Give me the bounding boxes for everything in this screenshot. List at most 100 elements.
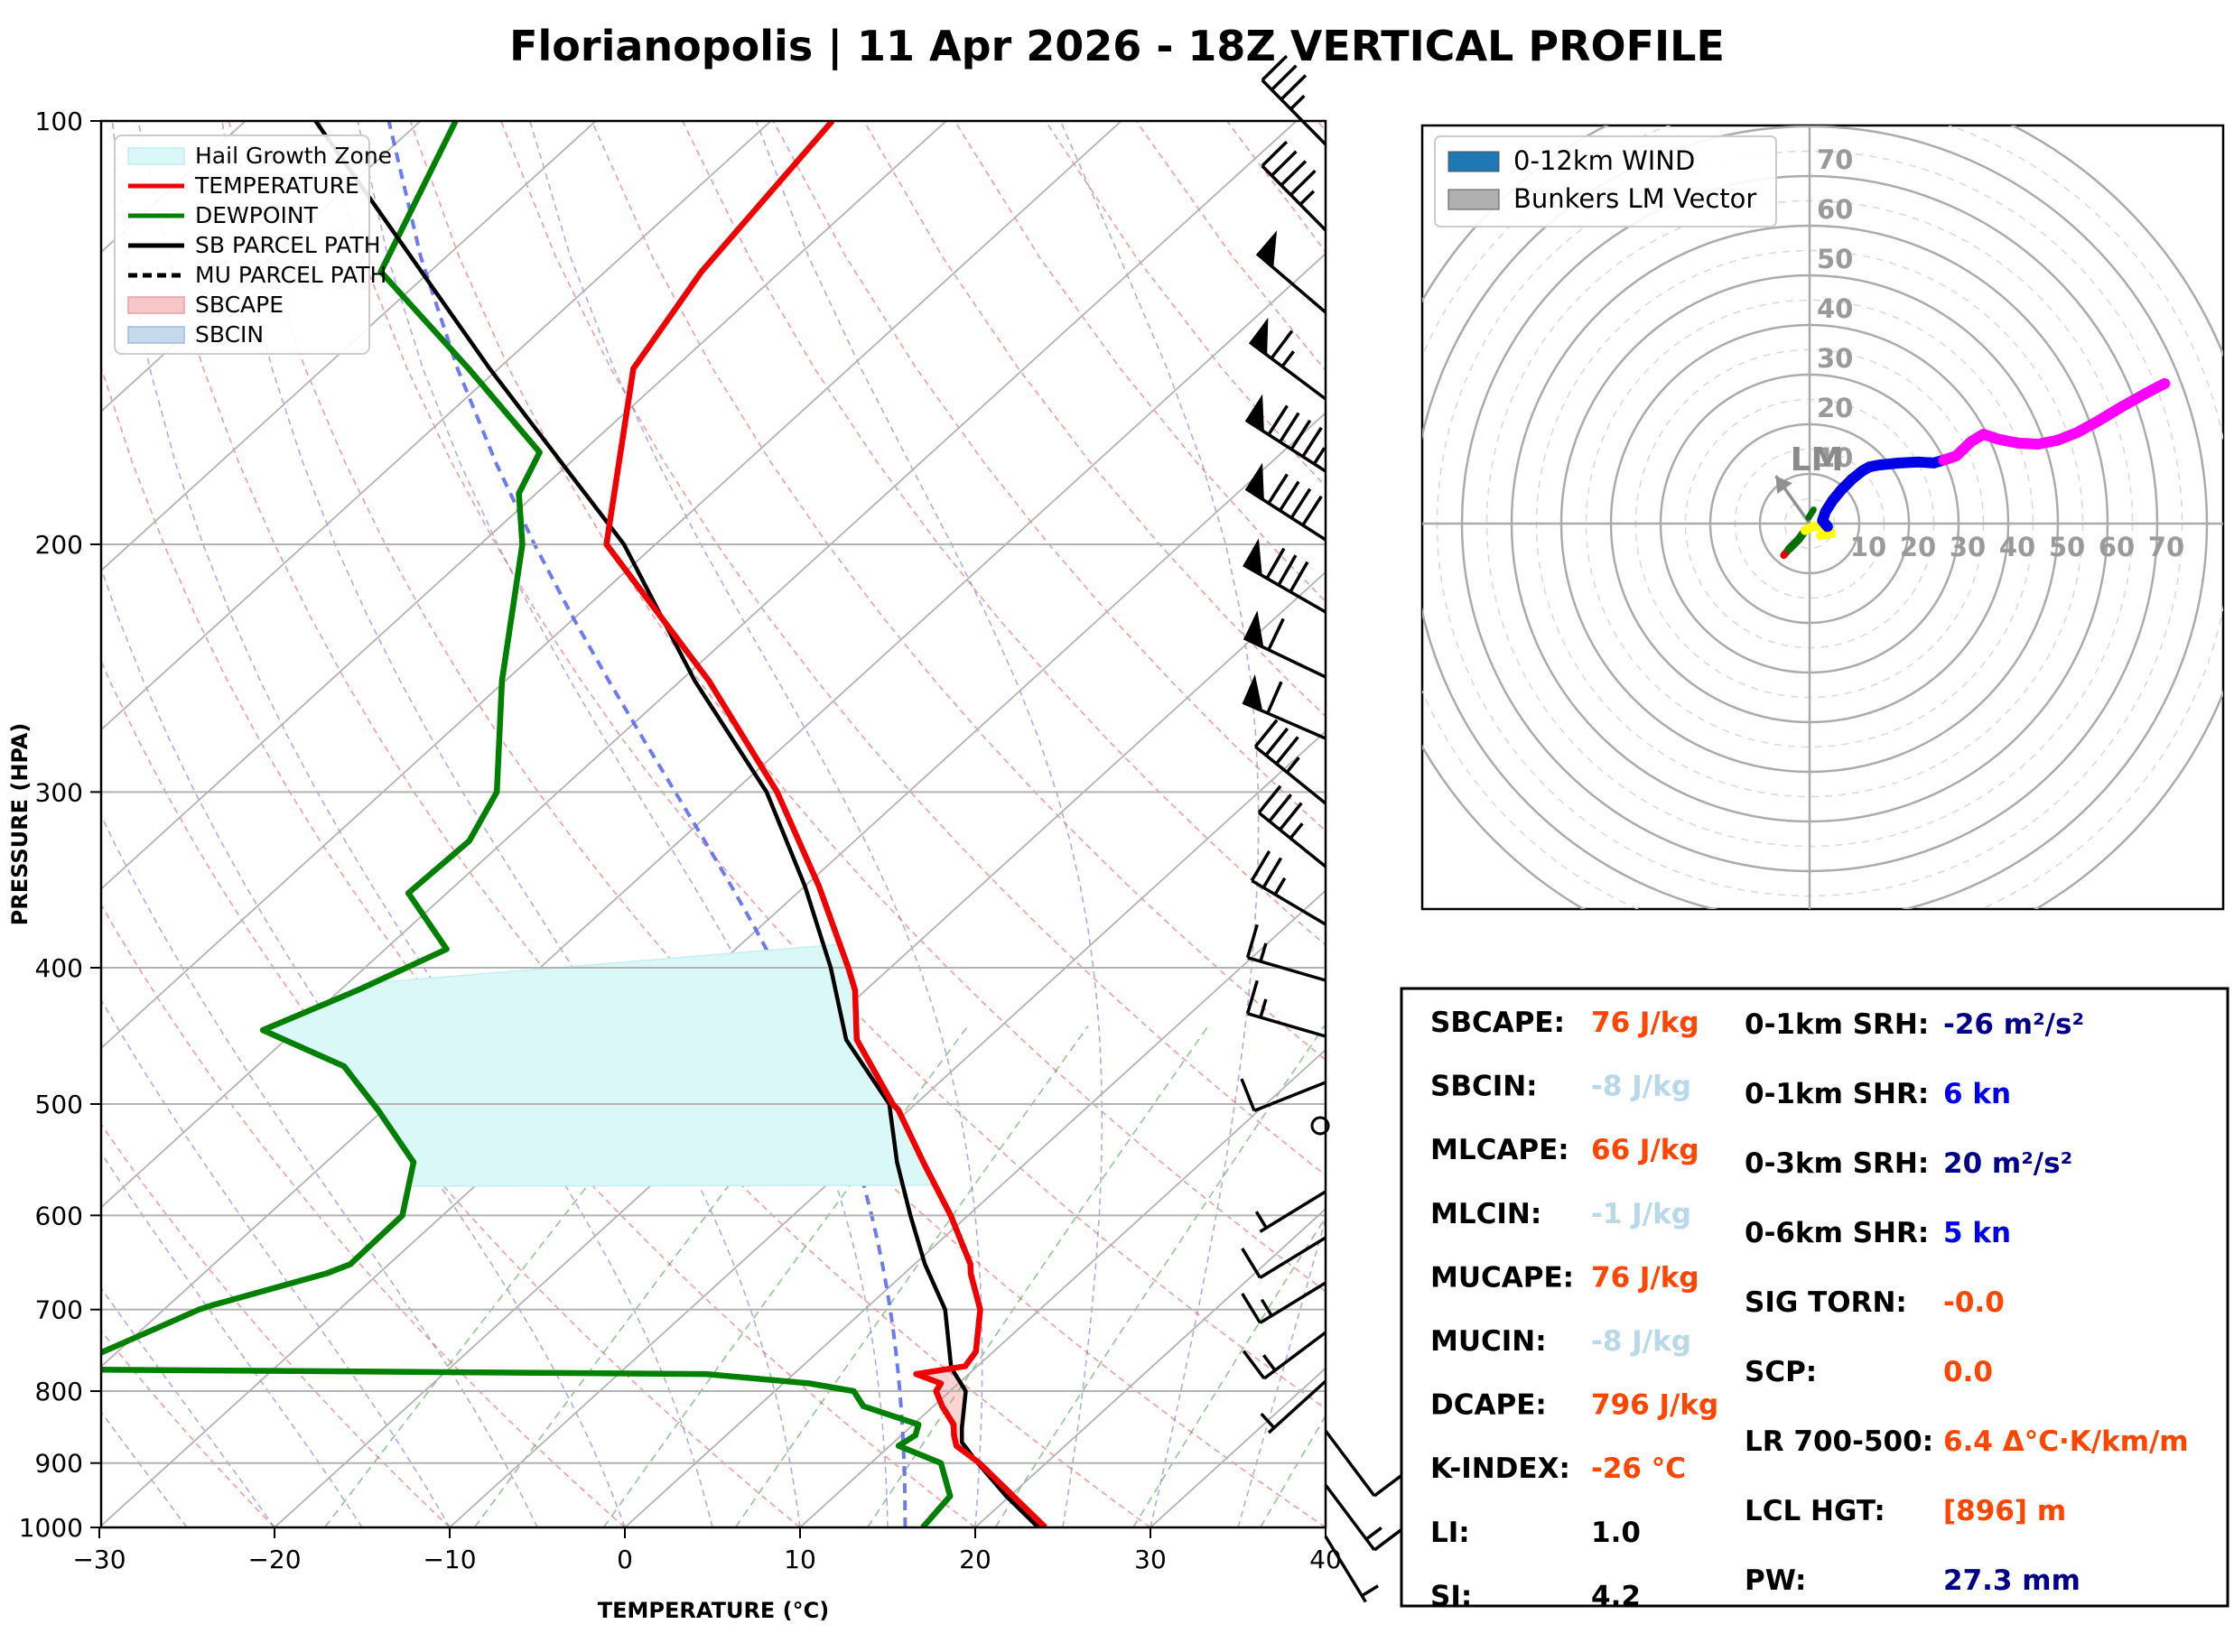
stat-label: 0-1km SRH: [1745, 1008, 1929, 1041]
stat-value: 1.0 [1591, 1517, 1641, 1549]
isotherm-line [101, 252, 1326, 1369]
dry-adiabat-line [101, 1329, 275, 1527]
stat-value: 6.4 Δ°C·K/km/m [1943, 1425, 2189, 1458]
y-axis-title: PRESSURE (HPA) [7, 723, 33, 926]
hodo-ring-label-right: 20 [1900, 532, 1936, 562]
stat-label: 0-6km SHR: [1745, 1217, 1929, 1249]
x-tick-label: 40 [1309, 1545, 1342, 1574]
x-axis-title: TEMPERATURE (°C) [598, 1598, 829, 1623]
mixing-ratio-line [734, 1026, 1089, 1527]
wind-barb-icon [1248, 317, 1327, 401]
hodo-ring-label-right: 30 [1950, 532, 1986, 562]
stat-label: 0-1km SHR: [1745, 1078, 1929, 1110]
dewpoint-curve [101, 121, 954, 1527]
stat-value: -8 J/kg [1591, 1325, 1691, 1358]
isotherm-line [101, 121, 422, 413]
wind-barb-icon [1324, 1483, 1403, 1552]
stat-label: 0-3km SRH: [1745, 1147, 1929, 1180]
stat-label: SIG TORN: [1745, 1286, 1907, 1319]
wind-barb-icon [1253, 719, 1327, 805]
stat-label: LR 700-500: [1745, 1425, 1933, 1458]
y-tick-label: 900 [35, 1449, 83, 1479]
hodo-ring-label-up: 30 [1817, 343, 1853, 374]
isotherm-line [101, 121, 947, 890]
wind-barb-icon [1245, 923, 1326, 982]
stat-label: LI: [1430, 1517, 1470, 1549]
stat-label: MUCIN: [1430, 1325, 1547, 1358]
legend-swatch [127, 296, 185, 314]
moist-adiabat-line [1237, 1216, 1326, 1527]
stat-label: SI: [1430, 1580, 1472, 1612]
legend-label: TEMPERATURE [194, 172, 359, 199]
wind-barb-column [1240, 54, 1403, 1603]
isotherm-line [624, 889, 1326, 1527]
hodo-trace-9-12km [1938, 377, 2171, 466]
dry-adiabat-line [101, 1123, 451, 1527]
stat-value: 76 J/kg [1591, 1007, 1699, 1039]
moist-adiabat-line [101, 1151, 363, 1527]
legend-swatch [127, 326, 185, 344]
stat-value: -26 °C [1591, 1452, 1686, 1485]
stat-value: -8 J/kg [1591, 1071, 1691, 1103]
hodo-ring-label-right: 40 [1999, 532, 2035, 562]
wind-barb-icon [1244, 462, 1326, 542]
stat-value: 796 J/kg [1591, 1389, 1718, 1422]
lm-label: LM [1791, 441, 1844, 478]
skewt-profile-curves [101, 121, 1047, 1527]
stat-value: 76 J/kg [1591, 1261, 1699, 1294]
isotherm-line [101, 121, 597, 572]
stat-label: DCAPE: [1430, 1389, 1547, 1422]
stats-panel: SBCAPE: 76 J/kg SBCIN: -8 J/kg MLCAPE: 66 J/k… [1400, 987, 2229, 1612]
mixing-ratio-line [1260, 1414, 1326, 1527]
wind-barb-icon [1242, 1331, 1327, 1380]
mixing-ratio-line [994, 1026, 1326, 1527]
isotherm-line [101, 121, 1122, 1050]
wind-barb-icon [1240, 1078, 1326, 1113]
wind-barb-icon [1324, 1429, 1403, 1498]
dry-adiabat-line [101, 903, 626, 1527]
hodo-ring-label-right: 60 [2099, 532, 2135, 562]
isotherm-line [274, 571, 1326, 1527]
hodo-ring-label-right: 70 [2148, 532, 2184, 562]
isotherm-line [799, 1048, 1326, 1527]
legend-label: MU PARCEL PATH [195, 262, 386, 288]
isotherm-line [101, 121, 1298, 1209]
mixing-ratio-line [867, 1026, 1209, 1527]
x-tick-label: −20 [247, 1545, 301, 1574]
stat-value: 4.2 [1591, 1580, 1641, 1612]
wind-barb-icon [1241, 1281, 1326, 1324]
calm-wind-icon [1310, 1116, 1330, 1136]
stat-label: LCL HGT: [1745, 1495, 1885, 1527]
hodo-legend-swatch [1447, 151, 1500, 172]
stat-label: MUCAPE: [1430, 1261, 1574, 1294]
isotherm-line [101, 121, 772, 731]
skewt-border [99, 119, 1327, 1529]
stat-value: 27.3 mm [1943, 1564, 2080, 1597]
hodo-ring-label-right: 10 [1850, 532, 1886, 562]
stat-label: PW: [1745, 1564, 1806, 1597]
stat-label: MLCAPE: [1430, 1134, 1569, 1166]
legend-swatch [127, 147, 185, 165]
hodo-legend-swatch [1447, 189, 1500, 210]
moist-adiabat-line [1059, 121, 1260, 1527]
hodo-ring-label-up: 10 [1817, 442, 1853, 473]
stat-label: SCP: [1745, 1356, 1817, 1388]
dry-adiabat-line [591, 121, 1326, 1062]
legend-label: SBCAPE [195, 292, 284, 318]
wind-barb-icon [1242, 673, 1326, 740]
y-tick-label: 400 [35, 953, 83, 983]
wind-barb-icon [1245, 979, 1326, 1038]
dry-adiabat-line [500, 121, 1326, 1176]
stat-value: 20 m²/s² [1943, 1147, 2072, 1180]
wind-barb-icon [1257, 784, 1327, 868]
dry-adiabat-line [319, 121, 1326, 1410]
wind-barb-icon [1254, 1190, 1326, 1233]
x-tick-label: 10 [784, 1545, 816, 1574]
y-tick-label: 700 [35, 1295, 83, 1325]
hodo-legend-box [1434, 135, 1777, 227]
mu-parcel-path-curve [313, 121, 1040, 1527]
x-tick-label: −30 [72, 1545, 126, 1574]
y-tick-label: 500 [35, 1090, 83, 1119]
wind-barb-icon [1261, 54, 1327, 146]
dry-adiabat-line [228, 121, 1326, 1527]
